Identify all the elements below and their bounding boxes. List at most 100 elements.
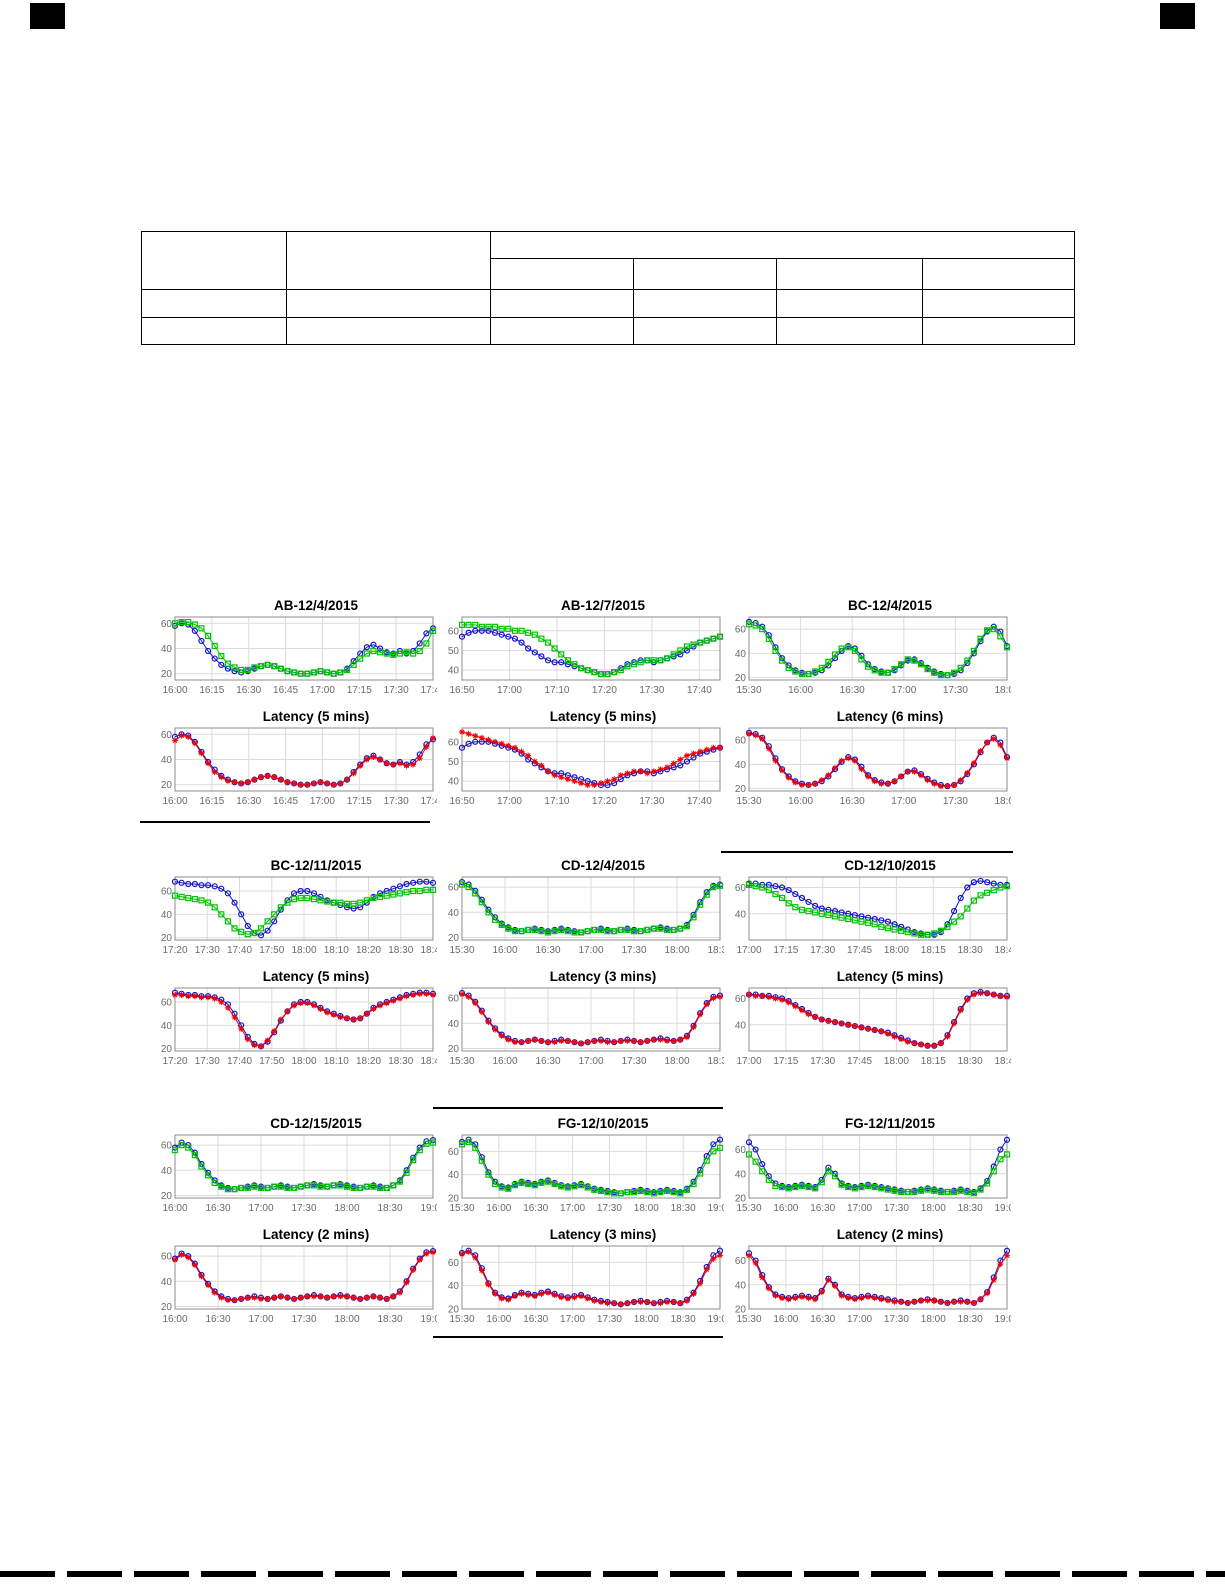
tick-label: 18:00 — [884, 945, 909, 956]
table-cell — [922, 258, 1075, 290]
tick-label: 20 — [161, 1302, 173, 1313]
tick-label: 19:00 — [707, 1314, 724, 1325]
tick-label: 60 — [448, 1147, 460, 1158]
tick-label: 17:30 — [810, 1056, 835, 1067]
tick-label: 60 — [735, 1145, 747, 1156]
figure-title: BC-12/11/2015 — [270, 858, 362, 873]
tick-label: 17:20 — [162, 945, 187, 956]
tick-label: 17:30 — [195, 945, 220, 956]
tick-label: 17:00 — [560, 1203, 585, 1214]
tick-label: 18:10 — [324, 945, 349, 956]
tick-label: 17:45 — [420, 796, 437, 807]
table-cell — [286, 231, 491, 290]
tick-label: 16:30 — [523, 1314, 548, 1325]
table-cell — [490, 289, 634, 318]
tick-label: 18:30 — [707, 1056, 724, 1067]
tick-label: 17:00 — [248, 1314, 273, 1325]
table-cell — [633, 258, 777, 290]
table-cell — [141, 317, 287, 345]
tick-label: 18:00 — [291, 1056, 316, 1067]
tick-label: 17:00 — [248, 1203, 273, 1214]
tick-label: 17:40 — [227, 1056, 252, 1067]
tick-label: 40 — [448, 1170, 460, 1181]
figure-separator — [721, 851, 1013, 853]
tick-label: 40 — [448, 1281, 460, 1292]
tick-label: 16:30 — [840, 796, 865, 807]
tick-label: 16:00 — [492, 1056, 517, 1067]
latency-subtitle: Latency (5 mins) — [836, 969, 944, 984]
tick-label: 18:00 — [334, 1314, 359, 1325]
tick-label: 16:50 — [449, 685, 474, 696]
tick-label: 18:45 — [994, 1056, 1011, 1067]
tick-label: 17:15 — [347, 685, 372, 696]
tick-label: 17:00 — [497, 796, 522, 807]
tick-label: 18:20 — [356, 1056, 381, 1067]
tick-label: 18:15 — [921, 1056, 946, 1067]
tick-label: 16:00 — [773, 1314, 798, 1325]
figure-group-FG-12-10-2015: FG-12/10/2015 20 40 60 15:30 16:00 16:30 17:00 1… — [434, 1116, 726, 1338]
tick-label: 15:30 — [449, 1314, 474, 1325]
figure-group-AB-12-4-2015: AB-12/4/2015 20 40 60 16:00 16:15 16:30 16:45 17… — [147, 598, 439, 820]
tick-label: 40 — [448, 1019, 460, 1030]
tick-label: 20 — [735, 784, 747, 795]
tick-label: 20 — [448, 1044, 460, 1055]
tick-label: 50 — [448, 757, 460, 768]
latency-chart: 20 40 60 15:30 16:00 16:30 17:00 17:30 18:00 18:3… — [448, 1245, 724, 1325]
tick-label: 17:30 — [943, 685, 968, 696]
tick-label: 20 — [161, 1044, 173, 1055]
tick-label: 18:00 — [994, 685, 1011, 696]
tick-label: 20 — [161, 669, 173, 680]
figure-group-CD-12-15-2015: CD-12/15/2015 20 40 60 16:00 16:30 17:00 17:30 1… — [147, 1116, 439, 1338]
tick-label: 60 — [448, 994, 460, 1005]
tick-label: 17:00 — [578, 1056, 603, 1067]
tick-label: 16:00 — [162, 796, 187, 807]
tick-label: 17:00 — [891, 796, 916, 807]
tick-label: 18:00 — [334, 1203, 359, 1214]
tick-label: 16:00 — [162, 1203, 187, 1214]
latency-subtitle: Latency (5 mins) — [262, 709, 370, 724]
latency-subtitle: Latency (2 mins) — [262, 1227, 370, 1242]
tick-label: 16:50 — [449, 796, 474, 807]
tick-label: 17:30 — [384, 796, 409, 807]
tick-label: 17:10 — [544, 685, 569, 696]
latency-chart: 20 40 60 15:30 16:00 16:30 17:00 17:30 18:00 — [735, 727, 1011, 807]
tick-label: 17:45 — [847, 1056, 872, 1067]
tick-label: 17:00 — [847, 1203, 872, 1214]
table-cell — [633, 289, 777, 318]
scan-artifact-top-right — [1160, 3, 1195, 29]
tick-label: 60 — [161, 887, 173, 898]
tick-label: 20 — [448, 1305, 460, 1316]
tick-label: 17:30 — [597, 1314, 622, 1325]
tick-label: 18:30 — [958, 1203, 983, 1214]
latency-chart: 20 40 60 17:20 17:30 17:40 17:50 18:00 18:10 18:2… — [161, 987, 437, 1067]
tick-label: 20 — [735, 1305, 747, 1316]
tick-label: 17:45 — [847, 945, 872, 956]
tick-label: 60 — [735, 994, 747, 1005]
tick-label: 17:15 — [773, 1056, 798, 1067]
tick-label: 16:30 — [205, 1314, 230, 1325]
tick-label: 18:30 — [388, 945, 413, 956]
measurement-chart: 40 50 60 16:50 17:00 17:10 17:20 17:30 17:40 — [448, 616, 724, 696]
tick-label: 17:00 — [891, 685, 916, 696]
tick-label: 17:40 — [687, 685, 712, 696]
table-cell — [141, 289, 287, 318]
measurement-chart: 40 60 17:00 17:15 17:30 17:45 18:00 18:15 18:30 1… — [735, 876, 1011, 956]
figure-title: AB-12/7/2015 — [560, 598, 646, 613]
tick-label: 20 — [735, 673, 747, 684]
tick-label: 40 — [735, 649, 747, 660]
figure-title: FG-12/11/2015 — [844, 1116, 936, 1131]
tick-label: 15:30 — [449, 945, 474, 956]
table-cell — [490, 317, 634, 345]
tick-label: 18:40 — [420, 1056, 437, 1067]
tick-label: 16:30 — [840, 685, 865, 696]
tick-label: 17:45 — [420, 685, 437, 696]
measurement-chart: 20 40 60 15:30 16:00 16:30 17:00 17:30 18:00 18:3… — [735, 1134, 1011, 1214]
figure-group-FG-12-11-2015: FG-12/11/2015 20 40 60 15:30 16:00 16:30 17:00 1… — [721, 1116, 1013, 1338]
tick-label: 60 — [161, 1252, 173, 1263]
tick-label: 16:00 — [162, 1314, 187, 1325]
tick-label: 20 — [161, 933, 173, 944]
tick-label: 40 — [161, 910, 173, 921]
tick-label: 60 — [448, 737, 460, 748]
tick-label: 40 — [448, 777, 460, 788]
tick-label: 40 — [161, 755, 173, 766]
